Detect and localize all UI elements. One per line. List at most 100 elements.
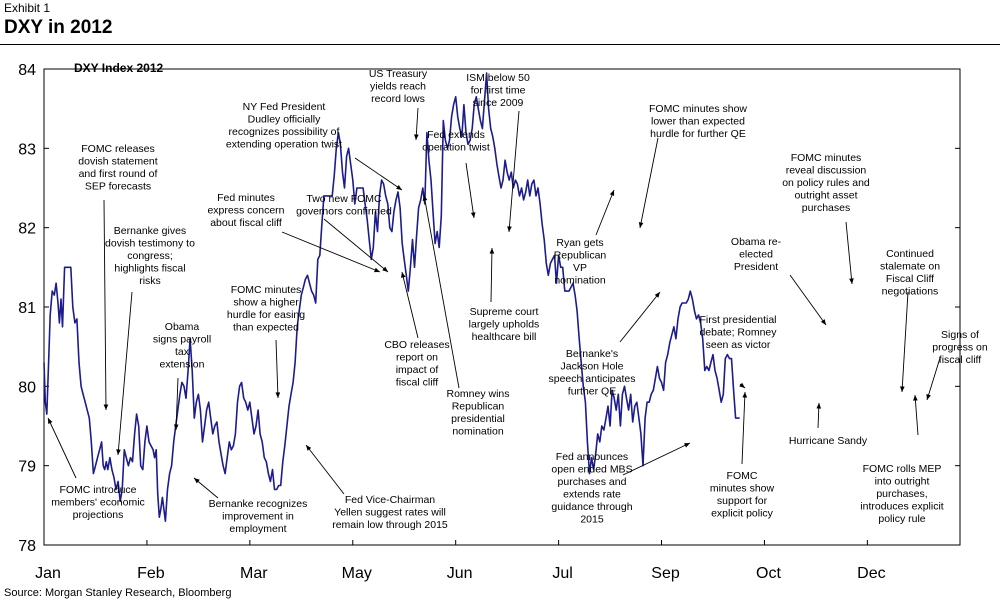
annotation-line: open ended MBS xyxy=(551,464,632,476)
ann-us-treasury-yields: US Treasury yields reach record lows xyxy=(369,68,428,105)
ann-fed-open-ended-mbs: Fed announces open ended MBS purchases and… xyxy=(551,451,632,526)
annotation-line: express concern xyxy=(207,205,284,217)
x-tick-label-feb: Feb xyxy=(137,565,165,582)
arrow-head xyxy=(414,134,419,140)
ann-fed-minutes-fiscal-cliff: Fed minutes express concern about fiscal c… xyxy=(207,192,284,229)
ann-ryan-vp: Ryan gets Republican VP nomination xyxy=(554,237,607,287)
annotation-line: employment xyxy=(229,523,286,535)
annotation-line: nomination xyxy=(554,275,606,287)
x-tick-label-dec: Dec xyxy=(857,565,885,582)
annotation-arrow xyxy=(845,221,853,285)
ann-fomc-introduce-projections: FOMC introduce members' economic projectio… xyxy=(51,484,145,521)
annotation-line: healthcare bill xyxy=(472,331,537,343)
annotation-line: recognizes possibility of xyxy=(229,126,340,138)
annotation-arrow xyxy=(47,417,77,479)
annotation-arrows xyxy=(47,107,941,499)
ann-supreme-court-healthcare: Supreme court largely upholds healthcare b… xyxy=(469,306,540,343)
arrow-head xyxy=(507,226,512,232)
x-tick-label-sep: Sep xyxy=(651,565,680,582)
ann-fomc-lower-hurdle: FOMC minutes show lower than expected hurd… xyxy=(649,103,747,140)
arrow-head xyxy=(103,404,109,410)
annotation-line: fiscal cliff xyxy=(396,377,438,389)
annotation-line: negotiations xyxy=(882,286,939,298)
annotation-line: dovish statement xyxy=(78,156,157,168)
annotation-line: 2015 xyxy=(580,514,604,526)
ann-signs-of-progress: Signs of progress on fiscal cliff xyxy=(932,329,988,366)
annotation-line: since 2009 xyxy=(473,97,524,109)
annotation-line: impact of xyxy=(396,364,439,376)
ann-first-presidential-debate: First presidential debate; Romney seen as … xyxy=(699,314,777,351)
annotation-line: operation twist xyxy=(422,142,490,154)
annotation-line: record lows xyxy=(371,93,425,105)
y-tick-label: 81 xyxy=(18,300,36,317)
annotation-arrow xyxy=(175,377,179,431)
annotation-line: guidance through xyxy=(551,501,632,513)
arrow-head xyxy=(396,184,402,190)
annotation-arrow xyxy=(465,162,475,219)
arrow-head xyxy=(116,449,121,455)
annotation-line: stalemate on xyxy=(880,261,940,273)
x-tick-label-may: May xyxy=(342,565,372,582)
annotation-line: show a higher xyxy=(233,297,299,309)
exhibit-label: Exhibit 1 xyxy=(4,1,51,15)
annotation-line: Dudley officially xyxy=(248,114,322,126)
annotation-line: Obama re- xyxy=(731,236,782,248)
annotation-line: explicit policy xyxy=(711,508,774,520)
annotation-arrow xyxy=(281,231,381,273)
annotation-line: Bernanke recognizes xyxy=(209,498,308,510)
annotation-arrow xyxy=(914,394,919,436)
annotation-line: VP xyxy=(573,262,587,274)
annotation-line: purchases xyxy=(802,202,850,214)
annotation-line: hurdle for further QE xyxy=(650,128,746,140)
annotation-line: ISM below 50 xyxy=(466,72,530,84)
annotation-line: on policy rules and xyxy=(782,177,870,189)
annotation-line: introduces explicit xyxy=(860,501,944,513)
arrow-head xyxy=(638,222,644,228)
annotation-line: Jackson Hole xyxy=(560,361,623,373)
annotation-line: nomination xyxy=(452,426,504,438)
annotation-line: Two new FOMC xyxy=(306,193,382,205)
arrow-head xyxy=(173,424,179,430)
ann-yellen-rates-low: Fed Vice-Chairman Yellen suggest rates wi… xyxy=(332,494,448,531)
ann-fomc-higher-hurdle: FOMC minutes show a higher hurdle for easi… xyxy=(227,284,305,334)
annotation-line: First presidential xyxy=(699,314,776,326)
annotation-line: Fed extends xyxy=(427,129,485,141)
annotation-line: Romney wins xyxy=(446,388,509,400)
x-tick-label-jul: Jul xyxy=(552,565,572,582)
annotation-line: extending operation twist xyxy=(226,139,342,151)
annotation-line: dovish testimony to xyxy=(105,238,195,250)
annotation-arrow xyxy=(401,271,419,339)
annotation-line: hurdle for easing xyxy=(227,309,305,321)
annotation-arrow xyxy=(508,110,520,233)
annotation-arrow xyxy=(639,137,659,229)
annotation-arrow xyxy=(423,194,460,389)
arrow-head xyxy=(306,445,312,451)
annotation-line: and first round of xyxy=(79,168,158,180)
series-line-dxy xyxy=(43,72,740,522)
annotation-line: Republican xyxy=(452,401,505,413)
annotation-line: extension xyxy=(160,359,205,371)
annotation-line: minutes show xyxy=(710,483,775,495)
arrow-head xyxy=(489,248,495,254)
annotation-line: speech anticipates xyxy=(549,373,636,385)
annotation-line: progress on xyxy=(932,342,988,354)
arrow-head xyxy=(194,478,200,484)
ann-bernanke-employment: Bernanke recognizes improvement in employm… xyxy=(209,498,308,535)
ann-hurricane-sandy: Hurricane Sandy xyxy=(789,435,868,447)
annotation-line: Signs of xyxy=(941,329,979,341)
annotation-line: CBO releases xyxy=(384,339,449,351)
annotation-line: congress; xyxy=(127,250,173,262)
annotation-line: improvement in xyxy=(222,511,294,523)
annotation-line: projections xyxy=(73,509,124,521)
ann-bernanke-jackson-hole: Bernanke's Jackson Hole speech anticipates… xyxy=(549,348,636,398)
annotation-line: Fiscal Cliff xyxy=(886,273,934,285)
y-tick-label: 82 xyxy=(18,221,36,238)
ann-bernanke-dovish-testimony: Bernanke gives dovish testimony to congres… xyxy=(105,225,195,287)
annotation-line: Fed Vice-Chairman xyxy=(345,494,435,506)
source-note: Source: Morgan Stanley Research, Bloombe… xyxy=(4,587,232,599)
x-tick-label-jan: Jan xyxy=(35,565,61,582)
arrow-head xyxy=(374,267,380,273)
y-tick-label: 83 xyxy=(18,141,36,158)
annotation-line: risks xyxy=(139,275,161,287)
